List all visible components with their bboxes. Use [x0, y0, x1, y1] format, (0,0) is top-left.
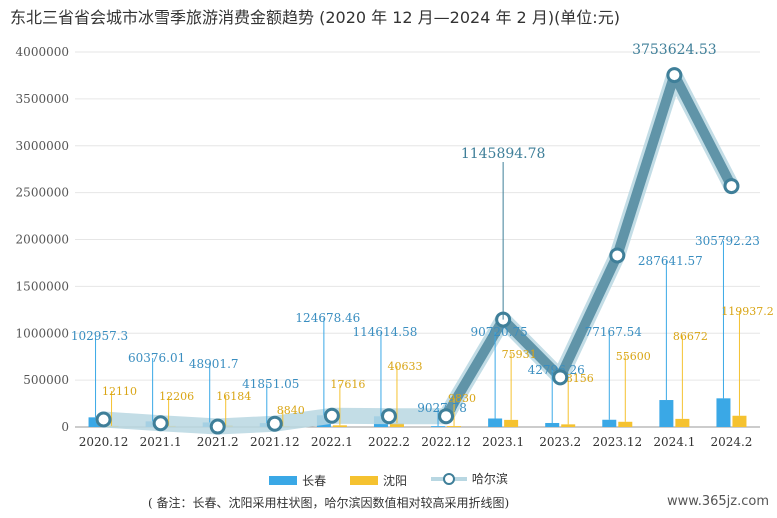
data-label-shenyang-9: 55600 — [616, 350, 651, 363]
legend-item-shenyang[interactable]: 沈阳 — [349, 472, 407, 489]
marker-harbin-8 — [552, 369, 569, 386]
x-tick-label-3: 2021.12 — [250, 435, 300, 449]
bar-shenyang-11 — [732, 415, 747, 427]
y-tick-label-7: 3500000 — [16, 92, 69, 106]
data-label-shenyang-2: 16184 — [216, 390, 251, 403]
bar-changchun-10 — [659, 400, 674, 427]
x-tick-label-1: 2021.1 — [140, 435, 182, 449]
data-label-shenyang-4: 17616 — [330, 378, 365, 391]
marker-harbin-9 — [609, 247, 626, 264]
marker-harbin-3 — [266, 415, 283, 432]
line-harbin — [441, 70, 737, 422]
data-label-harbin-7: 1145894.78 — [461, 146, 546, 162]
footnote: ( 备注：长春、沈阳采用柱状图，哈尔滨因数值相对较高采用折线图) — [148, 496, 510, 510]
legend-label-changchun: 长春 — [302, 473, 327, 488]
bar-changchun-6 — [431, 426, 446, 427]
legend-item-harbin[interactable]: 哈尔滨 — [430, 470, 508, 487]
x-tick-label-0: 2020.12 — [79, 435, 129, 449]
bar-changchun-0 — [88, 417, 103, 427]
watermark: www.365jz.com — [667, 494, 769, 509]
data-label-shenyang-1: 12206 — [159, 390, 194, 403]
data-label-shenyang-6: 9830 — [448, 392, 476, 405]
data-label-changchun-4: 124678.46 — [295, 311, 360, 325]
chart-title: 东北三省省会城市冰雪季旅游消费金额趋势 (2020 年 12 月—2024 年 … — [10, 8, 620, 27]
bar-changchun-11 — [716, 398, 731, 427]
x-tick-label-8: 2023.2 — [539, 435, 581, 449]
marker-harbin-4 — [323, 407, 340, 424]
bar-shenyang-10 — [675, 418, 690, 427]
legend-swatch-changchun — [269, 475, 298, 485]
y-tick-label-5: 2500000 — [16, 186, 69, 200]
data-label-shenyang-10: 86672 — [673, 330, 708, 343]
legend-item-changchun[interactable]: 长春 — [269, 472, 326, 489]
marker-harbin-5 — [380, 408, 397, 425]
marker-harbin-6 — [438, 408, 455, 425]
x-tick-label-10: 2024.1 — [653, 435, 695, 449]
y-tick-label-4: 2000000 — [16, 233, 69, 247]
legend: 长春 沈阳 哈尔滨 — [0, 470, 777, 489]
y-tick-label-0: 0 — [61, 420, 69, 434]
data-label-changchun-6: 9027.78 — [417, 401, 467, 415]
line-harbin-halo — [95, 67, 740, 435]
data-label-changchun-11: 305792.23 — [695, 234, 760, 248]
data-label-shenyang-7: 75931 — [502, 348, 537, 361]
x-tick-label-5: 2022.2 — [368, 435, 410, 449]
bar-shenyang-5 — [389, 423, 404, 427]
data-label-shenyang-5: 40633 — [387, 360, 422, 373]
data-label-shenyang-0: 12110 — [102, 385, 137, 398]
x-tick-label-4: 2022.1 — [311, 435, 353, 449]
data-label-changchun-10: 287641.57 — [638, 254, 703, 268]
x-tick-label-7: 2023.1 — [482, 435, 524, 449]
y-tick-label-6: 3000000 — [16, 139, 69, 153]
legend-label-shenyang: 沈阳 — [382, 473, 407, 488]
data-label-shenyang-3: 8840 — [277, 404, 305, 417]
bar-shenyang-4 — [332, 425, 347, 427]
data-label-changchun-0: 102957.3 — [71, 329, 128, 343]
bar-shenyang-6 — [447, 426, 462, 427]
data-label-changchun-3: 41851.05 — [242, 377, 299, 391]
data-label-changchun-7: 90720.75 — [470, 325, 527, 339]
y-tick-label-8: 4000000 — [16, 45, 69, 59]
marker-harbin-2 — [209, 418, 226, 435]
data-label-harbin-10: 3753624.53 — [632, 42, 717, 58]
y-tick-label-2: 1000000 — [16, 326, 69, 340]
legend-label-harbin: 哈尔滨 — [471, 472, 508, 486]
bar-changchun-7 — [488, 418, 503, 427]
data-label-changchun-1: 60376.01 — [128, 351, 185, 365]
bar-shenyang-8 — [561, 424, 576, 427]
marker-harbin-1 — [152, 415, 169, 432]
data-label-changchun-8: 42796.26 — [528, 363, 585, 377]
x-tick-label-9: 2023.12 — [592, 435, 642, 449]
marker-harbin-0 — [95, 411, 112, 428]
bar-changchun-9 — [602, 419, 617, 427]
marker-harbin-10 — [666, 67, 683, 84]
bar-changchun-8 — [545, 422, 560, 427]
data-label-changchun-9: 77167.54 — [585, 325, 643, 339]
data-label-changchun-5: 114614.58 — [353, 325, 418, 339]
data-label-changchun-2: 48901.7 — [189, 357, 239, 371]
y-tick-label-1: 500000 — [23, 373, 69, 387]
x-tick-label-2: 2021.2 — [197, 435, 239, 449]
legend-swatch-harbin — [430, 472, 467, 485]
marker-harbin-11 — [723, 178, 740, 195]
bar-shenyang-7 — [504, 419, 519, 427]
x-tick-label-6: 2022.12 — [421, 435, 471, 449]
y-tick-label-3: 1500000 — [16, 279, 69, 293]
legend-swatch-shenyang — [349, 475, 378, 485]
data-label-shenyang-11: 119937.2 — [721, 305, 774, 318]
x-tick-label-11: 2024.2 — [710, 435, 752, 449]
bar-shenyang-9 — [618, 421, 633, 427]
